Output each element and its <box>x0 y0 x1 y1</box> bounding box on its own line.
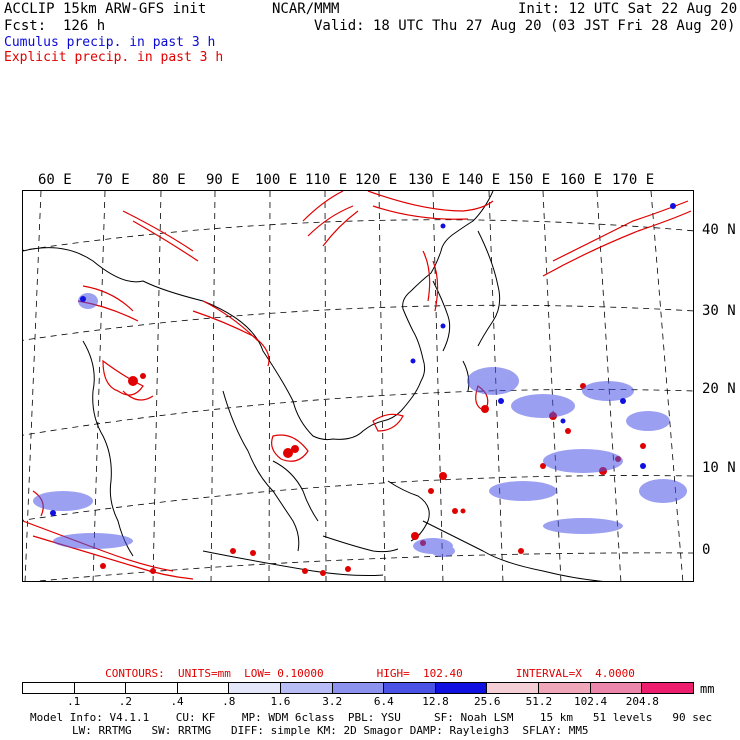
color-scale-segment <box>177 683 230 693</box>
color-scale-segment <box>435 683 488 693</box>
color-scale-segment <box>590 683 643 693</box>
explicit-precip-cells <box>100 373 646 576</box>
color-scale-segment <box>281 683 333 693</box>
lon-label: 140 E <box>458 172 501 188</box>
center-label: NCAR/MMM <box>272 1 340 17</box>
color-scale-tick: 25.6 <box>473 695 501 708</box>
color-scale-labels: .1 .2 .4 .8 1.6 3.2 6.4 12.8 25.6 51.2 102.4 204.8 <box>0 695 740 709</box>
color-scale-tick: .2 <box>118 695 132 708</box>
color-scale-segment <box>487 683 540 693</box>
contour-info: CONTOURS: UNITS=mm LOW= 0.10000 HIGH= 10… <box>105 667 635 680</box>
lon-label: 70 E <box>96 172 130 188</box>
lat-label: 30 N <box>702 303 736 319</box>
color-scale-segment <box>229 683 282 693</box>
color-scale-unit: mm <box>700 682 715 696</box>
cumulus-precip <box>33 293 687 557</box>
color-scale-tick: 51.2 <box>525 695 553 708</box>
lon-label: 150 E <box>508 172 551 188</box>
lon-label: 160 E <box>560 172 603 188</box>
color-scale-segment <box>384 683 436 693</box>
lon-label: 120 E <box>355 172 398 188</box>
explicit-legend: Explicit precip. in past 3 h <box>4 50 224 65</box>
color-scale-tick: .4 <box>170 695 184 708</box>
color-scale-tick: 102.4 <box>574 695 608 708</box>
color-scale-tick: .1 <box>67 695 81 708</box>
coastlines <box>23 191 604 581</box>
color-scale-segment <box>23 683 75 693</box>
color-scale-segment <box>74 683 127 693</box>
map-canvas <box>23 191 693 581</box>
lat-label: 20 N <box>702 381 736 397</box>
lon-label: 110 E <box>305 172 348 188</box>
color-scale-tick: 204.8 <box>625 695 659 708</box>
model-info-line1: Model Info: V4.1.1 CU: KF MP: WDM 6class… <box>30 711 713 724</box>
lat-label: 0 <box>702 542 711 558</box>
cumulus-legend: Cumulus precip. in past 3 h <box>4 35 216 50</box>
color-scale-segment <box>332 683 385 693</box>
lon-label: 170 E <box>612 172 655 188</box>
lat-label: 40 N <box>702 222 736 238</box>
cumulus-precip-core <box>50 203 676 516</box>
color-scale-bar <box>22 682 694 694</box>
valid-time: Valid: 18 UTC Thu 27 Aug 20 (03 JST Fri … <box>314 18 736 34</box>
lon-label: 90 E <box>206 172 240 188</box>
lon-label: 60 E <box>38 172 72 188</box>
lon-label: 130 E <box>408 172 451 188</box>
color-scale-tick: .8 <box>222 695 236 708</box>
product-title: ACCLIP 15km ARW-GFS init <box>4 1 207 17</box>
lat-label: 10 N <box>702 460 736 476</box>
init-time: Init: 12 UTC Sat 22 Aug 20 <box>518 1 738 17</box>
color-scale-segment <box>126 683 178 693</box>
color-scale-tick: 3.2 <box>322 695 343 708</box>
model-info-line2: LW: RRTMG SW: RRTMG DIFF: simple KM: 2D … <box>72 724 589 737</box>
forecast-hour: Fcst: 126 h <box>4 18 106 34</box>
lon-label: 80 E <box>152 172 186 188</box>
color-scale-segment <box>539 683 591 693</box>
color-scale-tick: 6.4 <box>373 695 394 708</box>
precipitation-map <box>22 190 694 582</box>
color-scale-tick: 12.8 <box>422 695 449 708</box>
color-scale-tick: 1.6 <box>270 695 291 708</box>
color-scale-segment <box>642 683 693 693</box>
lon-label: 100 E <box>255 172 298 188</box>
